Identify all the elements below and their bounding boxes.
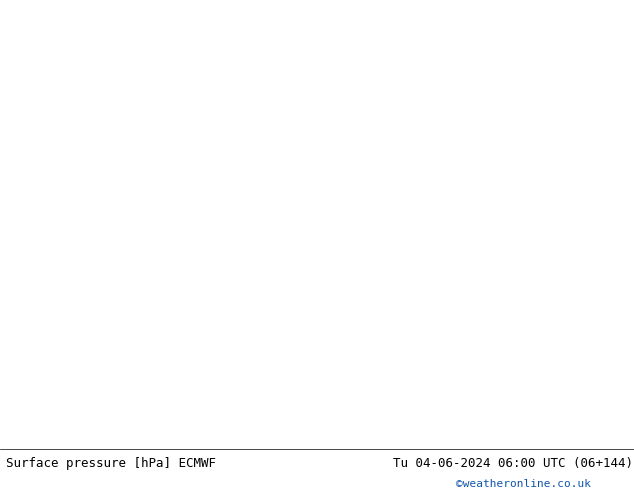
Text: Surface pressure [hPa] ECMWF: Surface pressure [hPa] ECMWF (6, 457, 216, 469)
Text: ©weatheronline.co.uk: ©weatheronline.co.uk (456, 479, 592, 489)
Text: Tu 04-06-2024 06:00 UTC (06+144): Tu 04-06-2024 06:00 UTC (06+144) (393, 457, 633, 469)
